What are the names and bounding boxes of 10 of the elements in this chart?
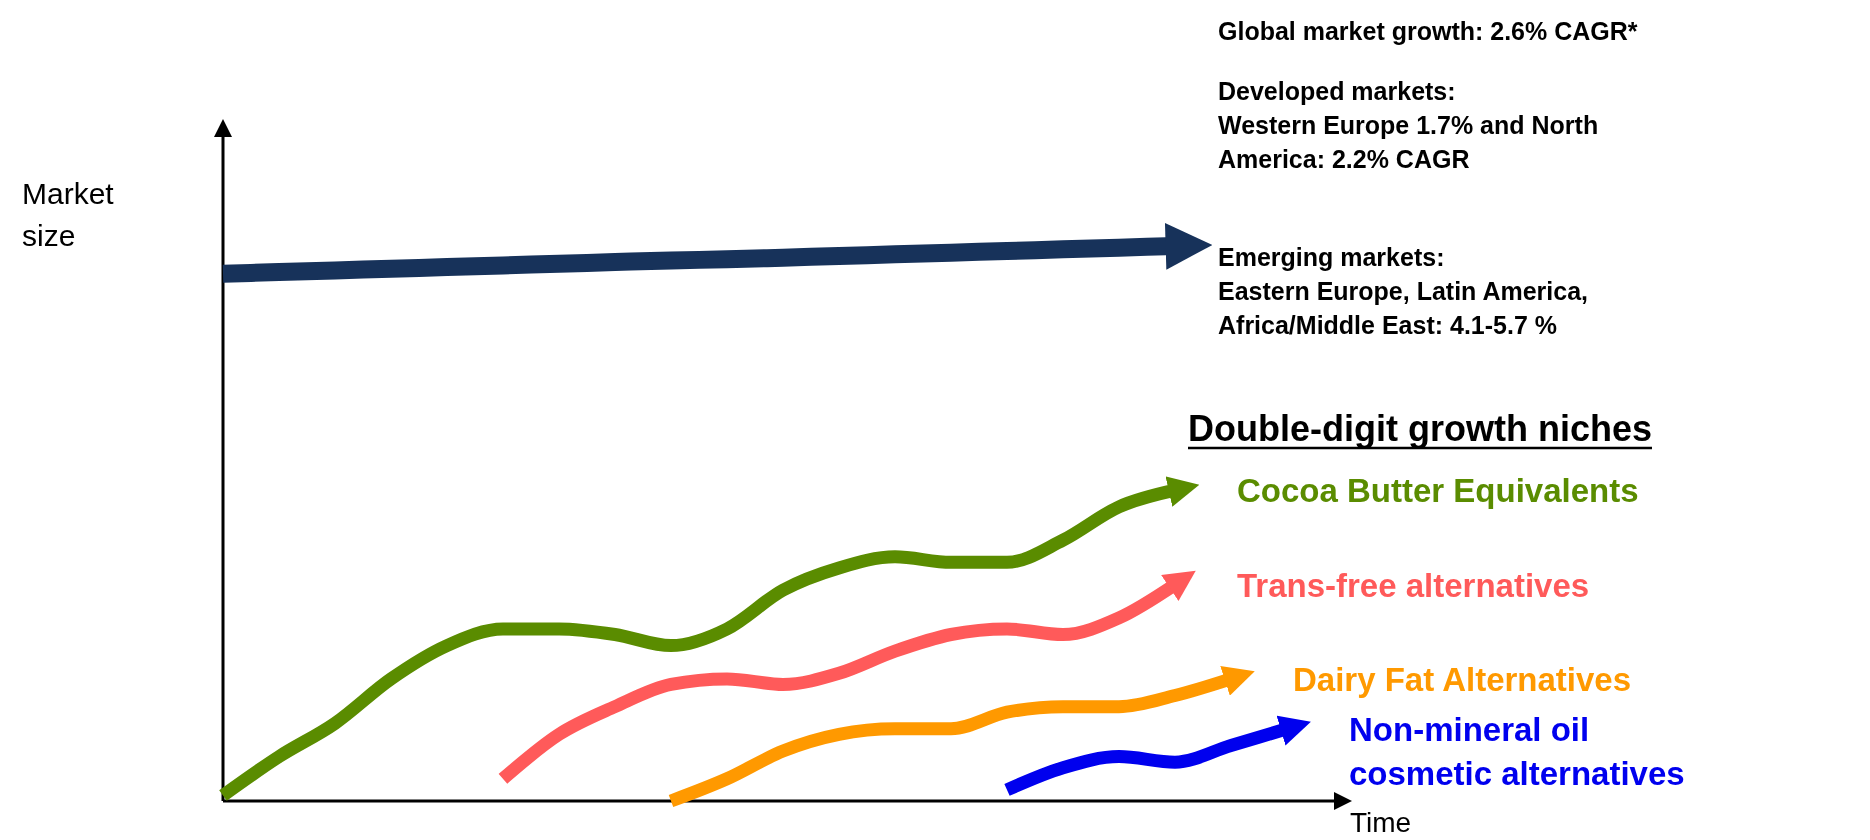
- annotation: Emerging markets: Eastern Europe, Latin America, Africa/Middle East: 4.1-5.7 %: [1218, 243, 1589, 339]
- series-label: Trans-free alternatives: [1237, 566, 1590, 604]
- series-label: Non-mineral oil cosmetic alternatives: [1349, 710, 1685, 792]
- x-axis-title: Time: [1350, 807, 1412, 838]
- y-axis-title: Market size: [22, 177, 115, 252]
- text: Developed markets: Western Europe 1.7% and North America: 2.2% CAGR: [1218, 77, 1599, 173]
- legend-title: Double-digit growth niches: [1188, 408, 1652, 449]
- series-label: Dairy Fat Alternatives: [1293, 660, 1632, 698]
- series-label: Cocoa Butter Equivalents: [1237, 472, 1639, 510]
- text: Global market growth: 2.6% CAGR*: [1218, 17, 1638, 45]
